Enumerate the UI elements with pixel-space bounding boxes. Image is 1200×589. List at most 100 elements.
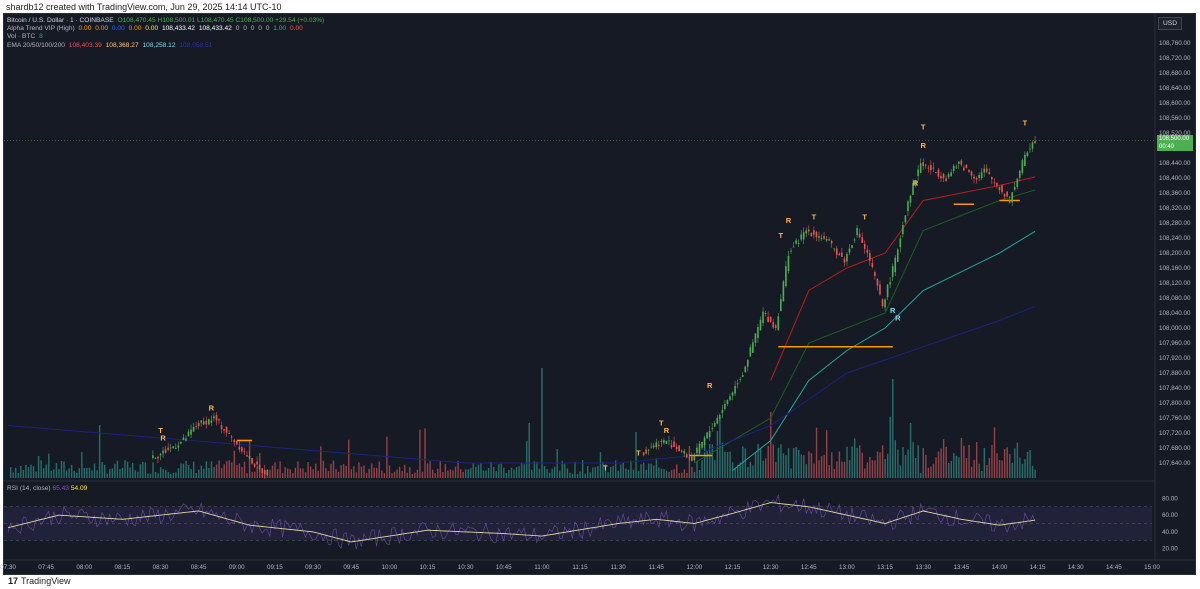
volume-bar xyxy=(86,467,88,478)
time-axis[interactable]: 07:30 07:45 08:00 08:15 08:30 08:45 09:00 09:15… xyxy=(0,564,1160,571)
price-axis[interactable]: 108,760.00 108,720.00 108,680.00 108,640.00… xyxy=(4,14,1195,561)
time-tick-label: 15:00 xyxy=(1144,564,1160,571)
ema20-value: 108,403.39 xyxy=(68,41,102,49)
volume-bar xyxy=(876,451,879,478)
volume-bar xyxy=(853,438,856,478)
volume-bar xyxy=(787,448,790,478)
volume-bar xyxy=(121,467,124,478)
candle-body xyxy=(927,167,930,169)
time-tick-label: 11:30 xyxy=(610,564,626,571)
volume-bar xyxy=(462,471,464,478)
bar-countdown: 00:40 xyxy=(1159,144,1175,150)
volume-bar xyxy=(503,467,505,478)
volume-bar xyxy=(25,464,27,478)
volume-bar xyxy=(714,460,716,478)
time-tick-label: 12:30 xyxy=(763,564,779,571)
signal-marker: T xyxy=(779,231,784,240)
candle-body xyxy=(228,433,230,434)
volume-bar xyxy=(1011,462,1013,478)
volume-bar xyxy=(172,472,175,478)
volume-bar xyxy=(617,470,619,478)
volume-bar xyxy=(866,462,869,478)
volume-bar xyxy=(808,451,810,478)
volume-bar xyxy=(693,471,696,478)
volume-bar xyxy=(528,423,530,478)
symbol-label[interactable]: Bitcoin / U.S. Dollar · 1 · COINBASE xyxy=(7,17,114,24)
alpha-trend-value: 0 xyxy=(258,25,262,33)
volume-bar xyxy=(622,462,625,478)
candle-body xyxy=(243,450,246,452)
volume-bar xyxy=(688,446,691,478)
candle-body xyxy=(261,468,264,474)
volume-bar xyxy=(749,461,752,478)
candle-body xyxy=(688,457,691,459)
volume-bar xyxy=(88,467,91,478)
alpha-trend-value: 0.00 xyxy=(78,25,92,33)
volume-bar xyxy=(327,471,330,478)
alpha-trend-value: 0 xyxy=(235,25,240,33)
volume-bar xyxy=(762,460,764,478)
alpha-trend-value: 0.00 xyxy=(95,25,109,33)
volume-bar xyxy=(348,439,350,478)
volume-bar xyxy=(419,429,421,478)
volume-bar xyxy=(587,466,589,478)
volume-bar xyxy=(414,472,416,478)
volume-bar xyxy=(645,469,647,478)
volume-bar xyxy=(831,452,833,478)
time-tick-label: 08:30 xyxy=(153,564,169,571)
currency-button[interactable]: USD xyxy=(1158,17,1182,30)
rsi-label[interactable]: RSI (14, close) xyxy=(7,485,51,492)
volume-bar xyxy=(421,471,424,478)
volume-label[interactable]: Vol · BTC xyxy=(7,33,36,41)
candle-body xyxy=(896,249,899,262)
candle-body xyxy=(863,244,866,249)
volume-bar xyxy=(820,456,823,478)
candle-body xyxy=(879,284,881,295)
candle-body xyxy=(762,311,764,323)
candle-body xyxy=(963,167,965,171)
volume-bar xyxy=(508,470,510,478)
volume-bar xyxy=(299,468,302,478)
volume-bar xyxy=(409,467,411,478)
candle-body xyxy=(825,238,828,241)
candle-body xyxy=(782,281,785,302)
price-tick-label: 108,040.00 xyxy=(1159,310,1191,317)
volume-bar xyxy=(709,444,711,478)
candle-body xyxy=(675,446,678,450)
candle-body xyxy=(823,235,825,239)
volume-bar xyxy=(795,447,797,478)
volume-bar xyxy=(696,460,698,478)
volume-bar xyxy=(553,466,556,478)
volume-bar xyxy=(251,471,253,478)
volume-bar xyxy=(965,457,968,478)
candle-body xyxy=(683,450,686,454)
ohlc-values: O108,470.45 H108,500.01 L108,470.45 C108… xyxy=(117,17,325,24)
candle-body xyxy=(253,463,256,467)
ema-label[interactable]: EMA 20/50/100/200 xyxy=(7,41,65,49)
volume-bar xyxy=(220,468,223,478)
candle-body xyxy=(802,232,805,240)
volume-bar xyxy=(988,457,991,478)
tradingview-logo-icon: 17 xyxy=(8,576,19,586)
volume-bar xyxy=(205,461,208,478)
candle-body xyxy=(251,458,253,464)
volume-bar xyxy=(454,466,457,478)
candle-body xyxy=(996,182,998,186)
alpha-trend-label[interactable]: Alpha Trend VIP (High) xyxy=(7,25,75,33)
volume-bar xyxy=(914,457,917,478)
alpha-trend-value: 0.00 xyxy=(289,25,303,33)
ema-line xyxy=(7,305,1036,464)
candle-body xyxy=(924,164,927,166)
candle-body xyxy=(238,446,241,450)
candle-body xyxy=(820,238,823,240)
volume-bar xyxy=(642,462,645,478)
ema-line xyxy=(694,189,1036,464)
volume-bar xyxy=(465,469,467,478)
rsi-band xyxy=(4,506,1152,541)
candle-body xyxy=(673,441,675,447)
volume-bar xyxy=(815,427,818,478)
signal-marker: R xyxy=(890,306,896,315)
candle-body xyxy=(985,168,988,172)
volume-bar xyxy=(724,451,726,478)
